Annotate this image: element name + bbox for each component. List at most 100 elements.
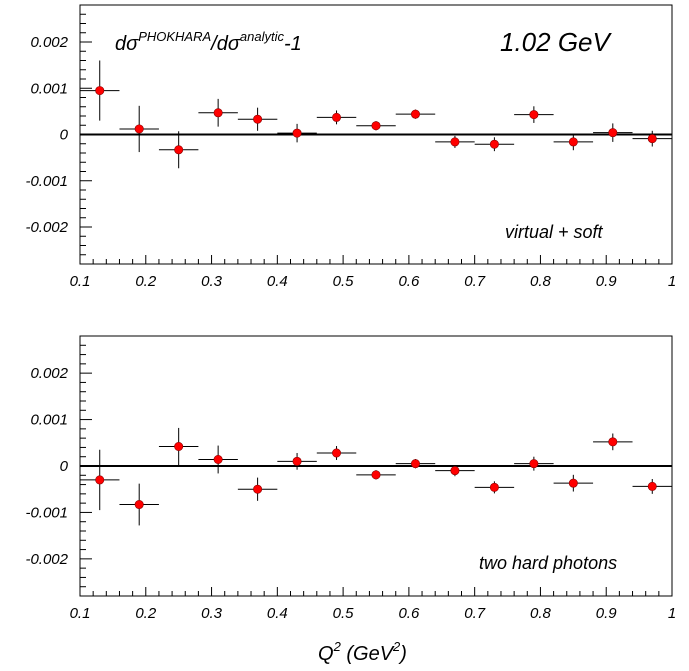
x-tick-label: 1 xyxy=(668,605,676,622)
y-tick-label: -0.001 xyxy=(25,173,68,190)
data-marker xyxy=(568,137,578,147)
y-tick-label: -0.002 xyxy=(25,551,68,568)
virtual-soft-label: virtual + soft xyxy=(505,222,604,242)
x-tick-label: 1 xyxy=(668,273,676,290)
data-point xyxy=(158,131,199,169)
data-marker xyxy=(450,466,460,476)
data-point xyxy=(198,98,238,127)
data-point xyxy=(80,60,120,121)
data-marker xyxy=(489,482,499,492)
x-tick-label: 0.4 xyxy=(267,605,288,622)
bottom-data-points xyxy=(80,427,672,526)
top-panel: 0.1 0.2 0.3 0.4 0.5 0.6 0.7 0.8 0.9 1 0.002 0.001 0 -… xyxy=(25,4,676,290)
y-tick-label: 0.002 xyxy=(30,365,68,382)
data-marker xyxy=(332,112,342,122)
data-point xyxy=(395,109,436,119)
data-marker xyxy=(410,459,420,469)
data-marker xyxy=(568,478,578,488)
x-tick-label: 0.2 xyxy=(135,273,157,290)
bottom-axes-ticks: 0.1 0.2 0.3 0.4 0.5 0.6 0.7 0.8 0.9 1 0.002 0.001 0 -… xyxy=(25,335,676,622)
y-tick-label: -0.001 xyxy=(25,504,68,521)
data-point xyxy=(514,456,554,471)
top-axes-ticks: 0.1 0.2 0.3 0.4 0.5 0.6 0.7 0.8 0.9 1 0.002 0.001 0 -… xyxy=(25,4,676,290)
y-tick-label: 0 xyxy=(60,458,69,475)
data-marker xyxy=(647,481,657,491)
data-marker xyxy=(174,145,184,155)
data-marker xyxy=(332,448,342,458)
x-axis-label: Q2 (GeV2) xyxy=(318,639,407,665)
data-point xyxy=(356,470,396,480)
data-marker xyxy=(529,459,539,469)
data-marker xyxy=(371,470,381,480)
data-point xyxy=(277,453,317,470)
data-marker xyxy=(95,475,105,485)
x-tick-label: 0.6 xyxy=(398,605,420,622)
data-marker xyxy=(292,128,302,138)
ratio-annotation: dσPHOKHARA/dσanalytic-1 xyxy=(115,29,302,55)
data-marker xyxy=(134,124,144,134)
data-point xyxy=(553,133,594,151)
y-tick-label: 0.001 xyxy=(30,412,68,429)
data-point xyxy=(514,106,554,123)
data-point xyxy=(158,427,199,466)
data-point xyxy=(316,110,357,125)
data-marker xyxy=(489,139,499,149)
data-point xyxy=(435,465,475,477)
x-tick-label: 0.8 xyxy=(530,605,552,622)
top-data-points xyxy=(80,60,672,169)
x-tick-label: 0.5 xyxy=(333,605,355,622)
y-tick-label: -0.002 xyxy=(25,219,68,236)
x-tick-label: 0.7 xyxy=(464,605,486,622)
y-tick-label: 0.001 xyxy=(30,80,68,97)
energy-annotation: 1.02 GeV xyxy=(500,27,613,57)
data-marker xyxy=(608,437,618,447)
data-marker xyxy=(450,137,460,147)
x-tick-label: 0.7 xyxy=(464,273,486,290)
data-marker xyxy=(529,110,539,120)
data-marker xyxy=(95,86,105,96)
data-marker xyxy=(647,134,657,144)
x-tick-label: 0.9 xyxy=(596,273,618,290)
data-point xyxy=(632,479,672,494)
data-point xyxy=(395,459,436,469)
data-marker xyxy=(253,484,263,494)
data-point xyxy=(553,474,594,492)
data-marker xyxy=(213,108,223,118)
data-marker xyxy=(174,441,184,451)
x-tick-label: 0.2 xyxy=(135,605,157,622)
data-marker xyxy=(253,114,263,124)
x-tick-label: 0.6 xyxy=(398,273,420,290)
x-tick-label: 0.1 xyxy=(70,605,91,622)
data-marker xyxy=(608,128,618,138)
data-point xyxy=(435,135,475,148)
data-marker xyxy=(213,454,223,464)
two-hard-photons-label: two hard photons xyxy=(479,553,617,573)
y-tick-label: 0.002 xyxy=(30,34,68,51)
data-marker xyxy=(134,500,144,510)
x-tick-label: 0.3 xyxy=(201,605,223,622)
x-tick-label: 0.5 xyxy=(333,273,355,290)
data-marker xyxy=(292,456,302,466)
data-marker xyxy=(410,109,420,119)
data-point xyxy=(474,481,515,494)
data-point xyxy=(316,446,357,460)
data-point xyxy=(237,477,278,501)
data-point xyxy=(593,433,633,451)
data-point xyxy=(237,107,278,131)
data-point xyxy=(119,483,159,526)
x-tick-label: 0.9 xyxy=(596,605,618,622)
x-tick-label: 0.4 xyxy=(267,273,288,290)
data-point xyxy=(593,123,633,142)
data-marker xyxy=(371,121,381,131)
bottom-panel: 0.1 0.2 0.3 0.4 0.5 0.6 0.7 0.8 0.9 1 0.002 0.001 0 -… xyxy=(25,335,676,622)
x-tick-label: 0.3 xyxy=(201,273,223,290)
x-tick-label: 0.1 xyxy=(70,273,91,290)
data-point xyxy=(119,105,159,153)
x-tick-label: 0.8 xyxy=(530,273,552,290)
data-point xyxy=(198,445,238,474)
data-point xyxy=(356,121,396,131)
data-point xyxy=(474,137,515,152)
y-tick-label: 0 xyxy=(60,127,69,144)
data-point xyxy=(80,449,120,511)
